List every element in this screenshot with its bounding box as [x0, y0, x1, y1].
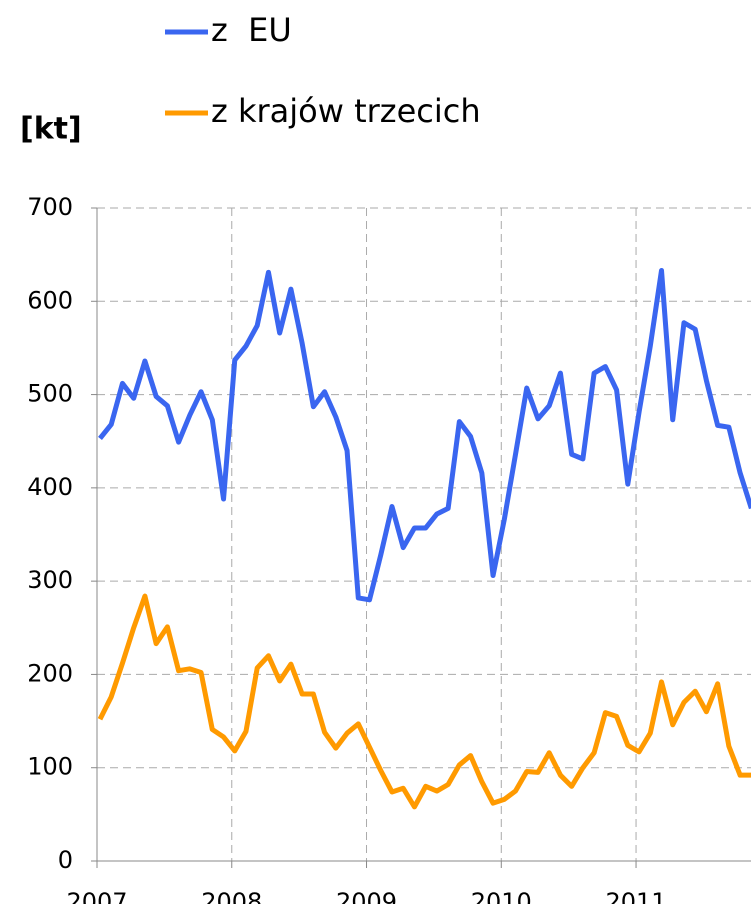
y-tick-label: 400: [27, 473, 73, 501]
y-tick-label: 500: [27, 380, 73, 408]
x-tick-label: 2007: [66, 888, 127, 904]
x-tick-label: 2008: [201, 888, 262, 904]
y-tick-label: 100: [27, 753, 73, 781]
x-tick-label: 2011: [606, 888, 667, 904]
legend-label: z EU: [211, 11, 292, 49]
legend-label: z krajów trzecich: [211, 92, 481, 130]
x-tick-label: 2009: [336, 888, 397, 904]
y-axis-label: [kt]: [20, 112, 82, 147]
x-tick-label: 2010: [471, 888, 532, 904]
data-line: [97, 593, 751, 810]
y-tick-label: 700: [27, 193, 73, 221]
data-line: [98, 268, 751, 603]
y-tick-label: 600: [27, 286, 73, 314]
y-tick-label: 300: [27, 566, 73, 594]
y-tick-label: 0: [58, 846, 73, 874]
y-tick-label: 200: [27, 659, 73, 687]
